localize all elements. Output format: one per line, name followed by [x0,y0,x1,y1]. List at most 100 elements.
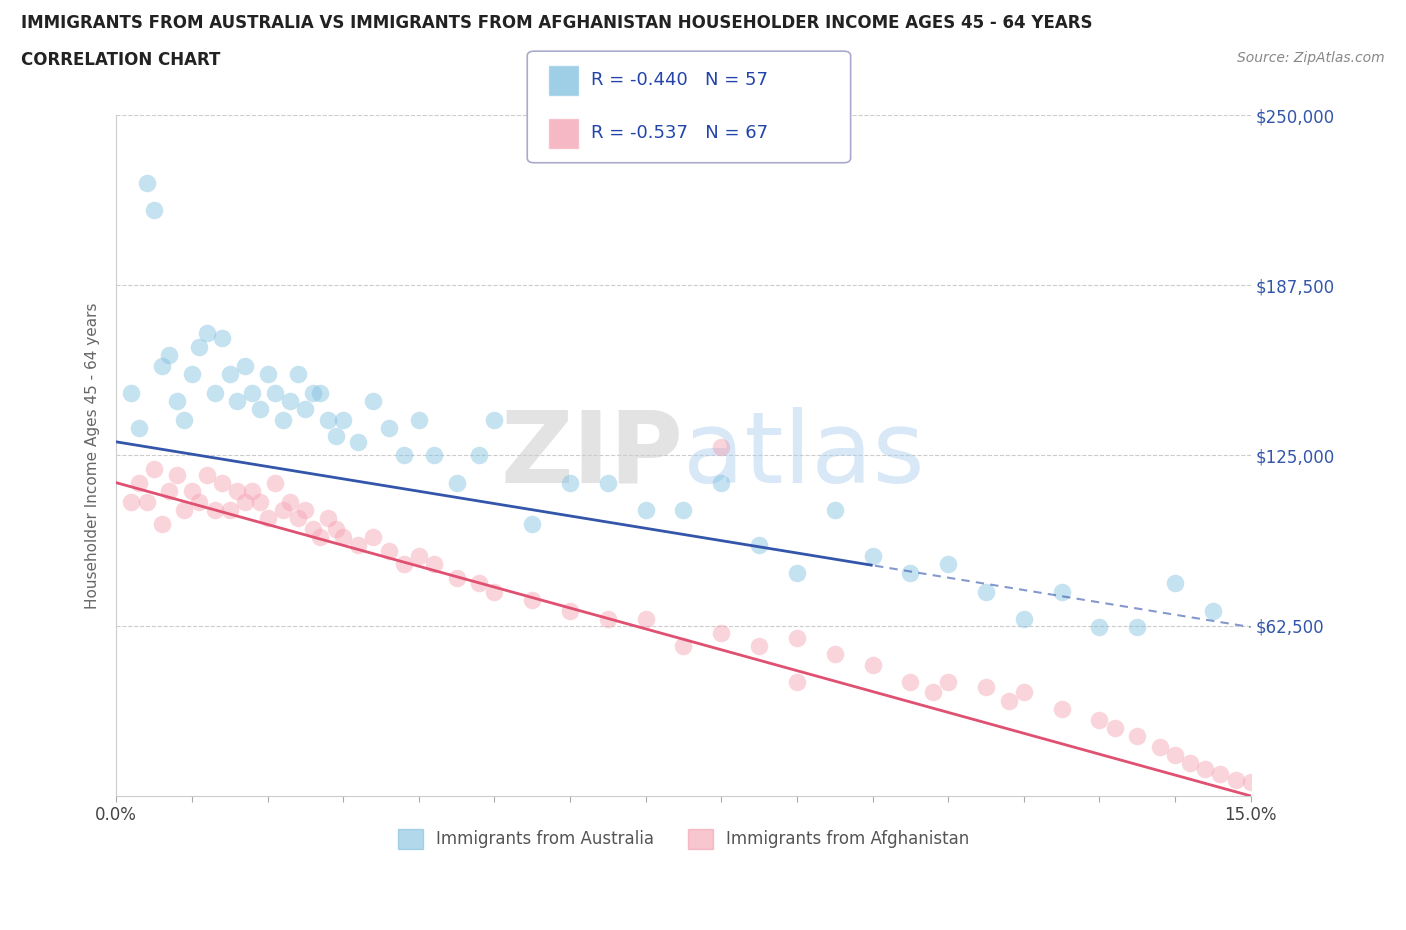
Point [1209,766,1232,781]
Point [710,625,733,640]
Text: R = -0.440   N = 57: R = -0.440 N = 57 [591,72,768,89]
Point [1088,712,1111,727]
Point [1012,685,1035,700]
Point [1050,584,1073,599]
Point [195,467,218,482]
Point [634,611,657,626]
Point [264,475,287,490]
Point [786,631,808,645]
Point [188,339,211,354]
Point [824,647,846,662]
Point [325,522,347,537]
Point [748,639,770,654]
Point [242,484,264,498]
Point [218,502,240,517]
Point [1202,604,1225,618]
Point [1012,611,1035,626]
Point [786,674,808,689]
Point [287,511,309,525]
Point [710,440,733,455]
Point [596,611,619,626]
Point [233,495,256,510]
Point [936,674,959,689]
Point [484,584,506,599]
Point [1194,762,1216,777]
Point [392,448,415,463]
Point [862,549,884,564]
Point [558,604,581,618]
Point [898,674,921,689]
Point [173,502,195,517]
Point [363,530,385,545]
Point [468,448,491,463]
Point [173,413,195,428]
Point [1164,748,1187,763]
Point [309,385,332,400]
Point [294,402,316,417]
Point [1126,619,1149,634]
Point [922,685,945,700]
Point [226,484,249,498]
Point [824,502,846,517]
Point [786,565,808,580]
Point [302,385,325,400]
Point [672,502,695,517]
Point [180,484,202,498]
Point [936,557,959,572]
Point [347,434,370,449]
Point [377,420,399,435]
Point [392,557,415,572]
Point [1149,739,1171,754]
Point [128,420,150,435]
Point [278,393,301,408]
Point [271,413,294,428]
Point [332,530,354,545]
Point [1050,701,1073,716]
Text: IMMIGRANTS FROM AUSTRALIA VS IMMIGRANTS FROM AFGHANISTAN HOUSEHOLDER INCOME AGES: IMMIGRANTS FROM AUSTRALIA VS IMMIGRANTS … [21,14,1092,32]
Point [294,502,316,517]
Point [596,475,619,490]
Point [120,495,142,510]
Point [226,393,249,408]
Point [468,576,491,591]
Point [180,366,202,381]
Point [423,448,446,463]
Text: R = -0.537   N = 67: R = -0.537 N = 67 [591,125,768,142]
Point [256,366,278,381]
Point [1178,756,1201,771]
Point [150,358,173,373]
Point [898,565,921,580]
Point [862,658,884,672]
Point [522,592,544,607]
Point [249,495,271,510]
Point [997,693,1019,708]
Point [143,461,166,476]
Point [332,413,354,428]
Point [316,413,339,428]
Point [271,502,294,517]
Text: CORRELATION CHART: CORRELATION CHART [21,51,221,69]
Point [1240,775,1263,790]
Point [211,475,233,490]
Point [249,402,271,417]
Legend: Immigrants from Australia, Immigrants from Afghanistan: Immigrants from Australia, Immigrants fr… [391,822,976,856]
Point [120,385,142,400]
Point [157,484,180,498]
Point [408,413,430,428]
Point [1164,576,1187,591]
Point [233,358,256,373]
Point [143,203,166,218]
Point [204,385,226,400]
Point [484,413,506,428]
Text: Source: ZipAtlas.com: Source: ZipAtlas.com [1237,51,1385,65]
Point [264,385,287,400]
Point [166,467,188,482]
Point [166,393,188,408]
Point [1126,728,1149,743]
Point [188,495,211,510]
Point [446,571,468,586]
Point [195,326,218,340]
Point [408,549,430,564]
Point [302,522,325,537]
Point [256,511,278,525]
